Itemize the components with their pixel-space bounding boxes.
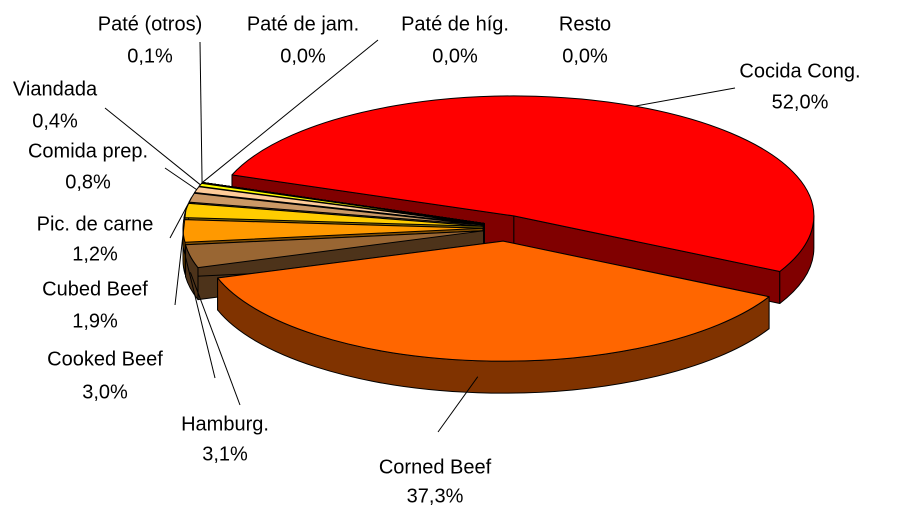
leader-line [199, 41, 203, 183]
value-label: 3,0% [82, 381, 128, 403]
value-label: 0,4% [32, 110, 78, 132]
category-label: Paté de jam. [247, 13, 359, 35]
leader-line [169, 197, 192, 239]
leader-line [104, 107, 201, 186]
value-label: 0,0% [280, 45, 326, 67]
value-label: 1,2% [72, 243, 118, 265]
leader-line [634, 87, 736, 107]
leader-line [182, 246, 216, 379]
slice [231, 95, 815, 272]
category-label: Viandada [13, 78, 98, 100]
leader-line [202, 39, 379, 183]
value-label: 3,1% [202, 443, 248, 465]
category-label: Cocida Cong. [739, 60, 860, 82]
leader-line [164, 167, 197, 191]
category-label: Resto [559, 13, 611, 35]
value-label: 1,9% [72, 310, 118, 332]
category-label: Paté (otros) [98, 13, 202, 35]
category-label: Hamburg. [181, 413, 269, 435]
category-label: Corned Beef [379, 456, 492, 478]
category-label: Cooked Beef [47, 348, 163, 370]
value-label: 0,8% [65, 171, 111, 193]
leader-line [174, 210, 187, 306]
category-label: Pic. de carne [37, 213, 154, 235]
value-label: 37,3% [407, 485, 464, 507]
category-label: Comida prep. [28, 140, 148, 162]
value-label: 52,0% [772, 91, 829, 113]
category-label: Cubed Beef [42, 278, 148, 300]
leader-line [189, 272, 241, 406]
slice [185, 230, 485, 269]
value-label: 0,1% [127, 45, 173, 67]
value-label: 0,0% [432, 45, 478, 67]
leader-line [437, 376, 479, 433]
slice-group [217, 240, 770, 394]
value-label: 0,0% [562, 45, 608, 67]
slice [217, 240, 770, 362]
category-label: Paté de híg. [401, 13, 509, 35]
